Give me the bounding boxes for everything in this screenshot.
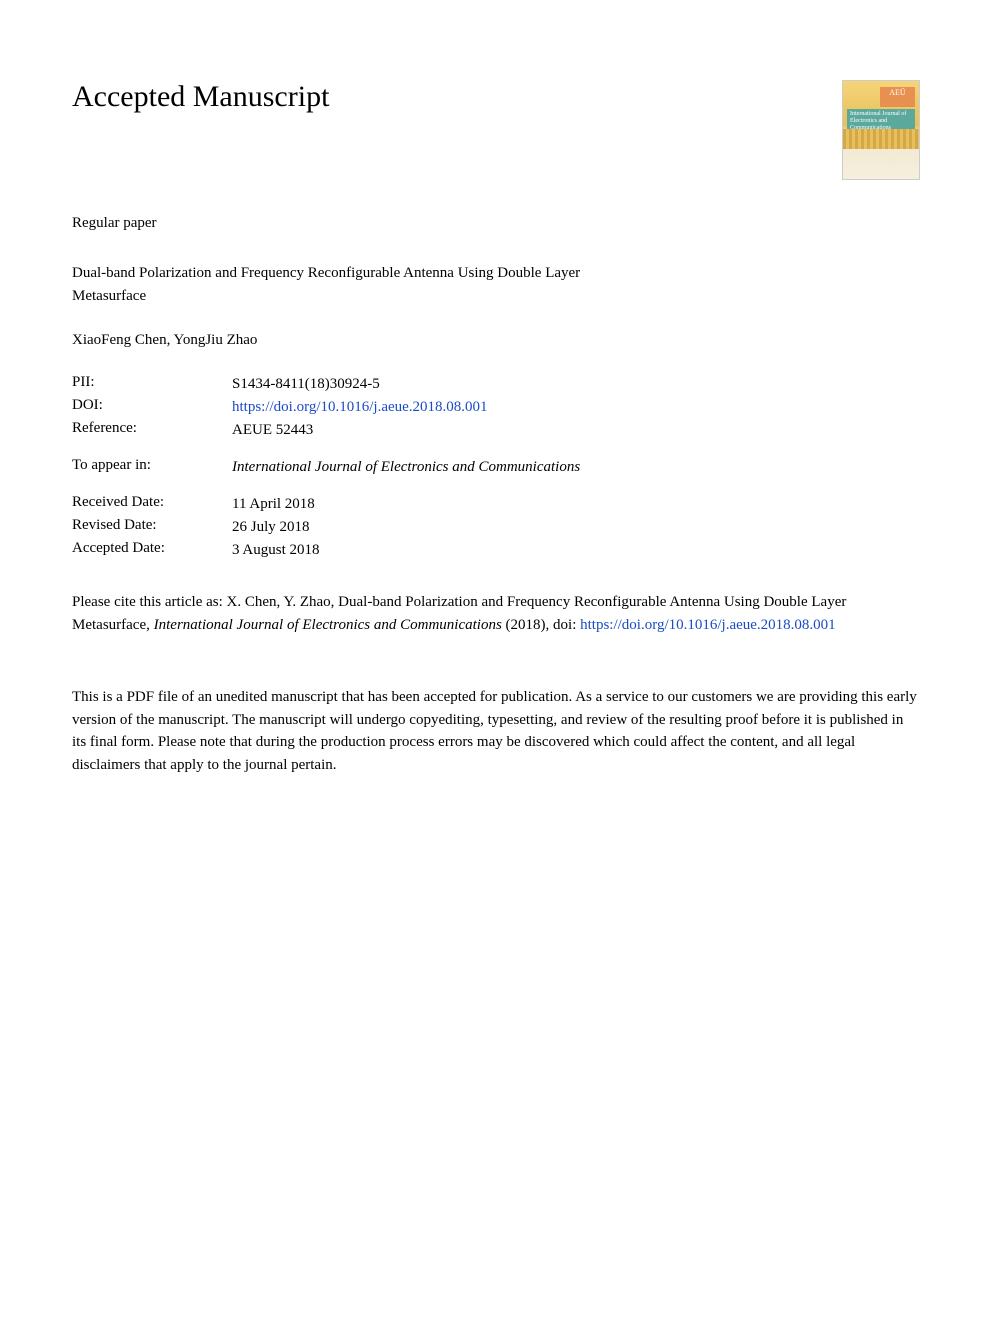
meta-label: Received Date:: [72, 494, 232, 511]
meta-label: DOI:: [72, 397, 232, 414]
disclaimer-text: This is a PDF file of an unedited manusc…: [72, 686, 920, 776]
authors: XiaoFeng Chen, YongJiu Zhao: [72, 332, 920, 349]
meta-value: S1434-8411(18)30924-5: [232, 374, 380, 395]
meta-value: 3 August 2018: [232, 540, 320, 561]
meta-row-revised: Revised Date: 26 July 2018: [72, 517, 920, 538]
meta-value: 11 April 2018: [232, 494, 315, 515]
meta-label: Reference:: [72, 420, 232, 437]
metadata-table: PII: S1434-8411(18)30924-5 DOI: https://…: [72, 374, 920, 561]
journal-cover-decoration: [843, 129, 919, 149]
meta-row-appear-in: To appear in: International Journal of E…: [72, 457, 920, 478]
citation-doi-link[interactable]: https://doi.org/10.1016/j.aeue.2018.08.0…: [580, 617, 836, 633]
meta-label: To appear in:: [72, 457, 232, 474]
meta-label: Accepted Date:: [72, 540, 232, 557]
meta-label: PII:: [72, 374, 232, 391]
meta-row-received: Received Date: 11 April 2018: [72, 494, 920, 515]
meta-row-pii: PII: S1434-8411(18)30924-5: [72, 374, 920, 395]
doi-link[interactable]: https://doi.org/10.1016/j.aeue.2018.08.0…: [232, 397, 488, 418]
meta-value: AEUE 52443: [232, 420, 313, 441]
citation-text: Please cite this article as: X. Chen, Y.…: [72, 591, 920, 636]
citation-year-doi: (2018), doi:: [502, 617, 580, 633]
journal-cover-thumbnail: AEÜ International Journal of Electronics…: [842, 80, 920, 180]
meta-row-accepted: Accepted Date: 3 August 2018: [72, 540, 920, 561]
citation-journal: International Journal of Electronics and…: [154, 617, 502, 633]
meta-value-journal: International Journal of Electronics and…: [232, 457, 580, 478]
meta-row-reference: Reference: AEUE 52443: [72, 420, 920, 441]
header-row: Accepted Manuscript AEÜ International Jo…: [72, 80, 920, 180]
paper-title: Dual-band Polarization and Frequency Rec…: [72, 262, 632, 307]
meta-label: Revised Date:: [72, 517, 232, 534]
meta-value: 26 July 2018: [232, 517, 310, 538]
page-title: Accepted Manuscript: [72, 80, 329, 114]
paper-type-label: Regular paper: [72, 215, 920, 232]
meta-row-doi: DOI: https://doi.org/10.1016/j.aeue.2018…: [72, 397, 920, 418]
journal-cover-badge: AEÜ: [880, 87, 915, 107]
